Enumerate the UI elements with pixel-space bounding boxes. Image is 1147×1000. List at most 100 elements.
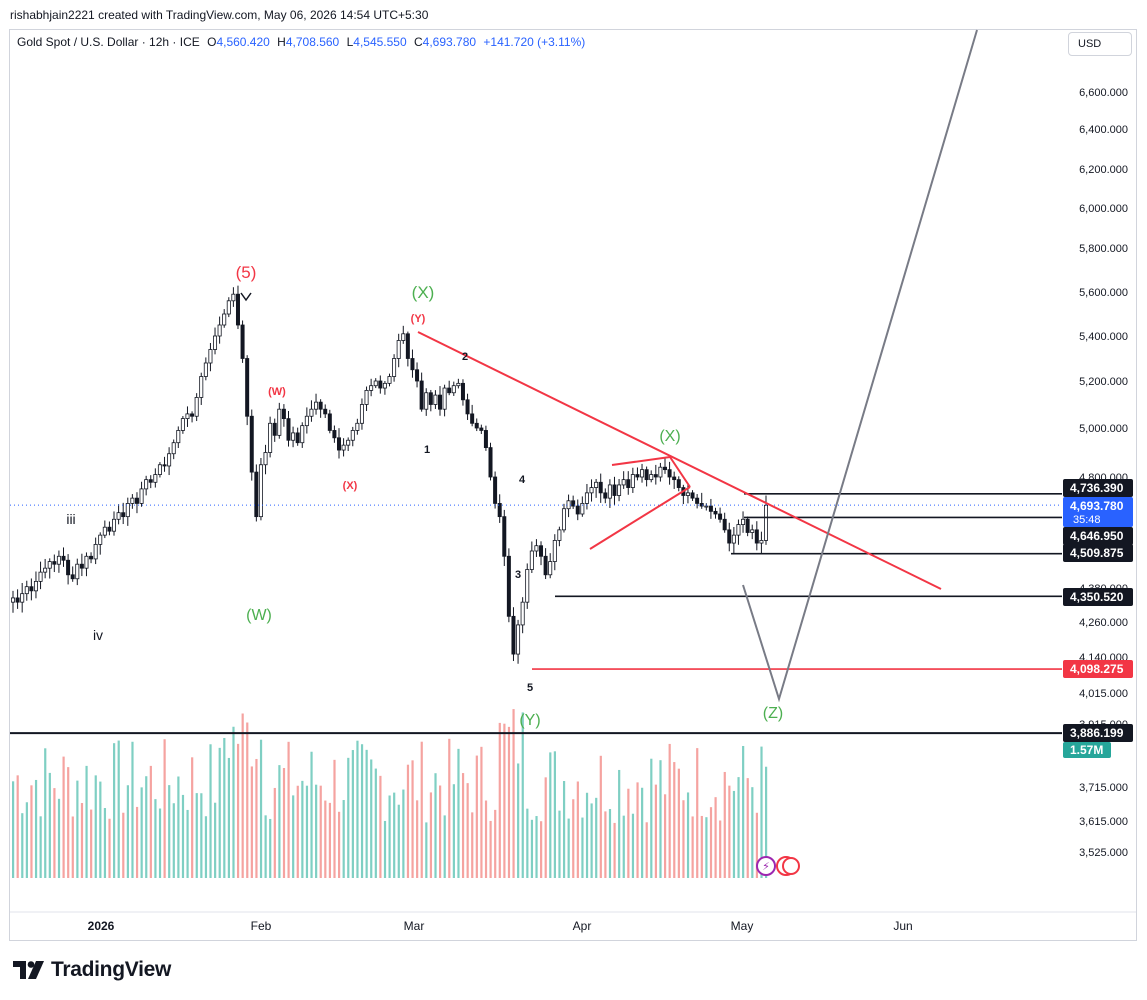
- candle-body: [295, 432, 300, 444]
- symbol-name[interactable]: Gold Spot / U.S. Dollar · 12h · ICE: [17, 35, 200, 49]
- volume-bar: [613, 822, 616, 878]
- volume-bar: [140, 787, 143, 878]
- candle-body: [465, 399, 470, 415]
- volume-bar: [328, 802, 332, 878]
- chart-frame: [9, 29, 1137, 941]
- lightning-icon: ⚡: [762, 860, 770, 873]
- price-tag-countdown: 35:48: [1073, 514, 1101, 526]
- high-label: H: [277, 35, 286, 49]
- volume-bar: [709, 807, 713, 878]
- volume-bar: [765, 766, 768, 878]
- wave-label: 1: [424, 444, 430, 456]
- y-tick-label: 5,400.000: [1079, 331, 1128, 343]
- candle-body: [497, 503, 502, 518]
- volume-bar: [113, 743, 116, 878]
- volume-bar: [581, 817, 584, 878]
- volume-bar: [535, 816, 538, 878]
- wave-label: (W): [246, 607, 272, 624]
- candle-body: [754, 529, 759, 544]
- candle-body: [649, 474, 654, 481]
- volume-bar: [342, 800, 345, 878]
- candle-body: [148, 479, 153, 483]
- candle-body: [708, 505, 713, 512]
- volume-bar: [540, 821, 543, 878]
- candle-body: [226, 300, 231, 315]
- candle-body: [364, 389, 369, 405]
- candle-body: [401, 333, 406, 341]
- volume-bar: [452, 784, 455, 878]
- candle-body: [359, 404, 364, 424]
- y-tick-label: 3,615.000: [1079, 816, 1128, 828]
- price-tag-label: 4,509.875: [1070, 546, 1124, 560]
- x-tick-label: May: [731, 919, 754, 933]
- volume-bar: [636, 782, 639, 878]
- candle-body: [630, 474, 635, 488]
- volume-bar: [443, 815, 446, 878]
- candle-body: [750, 529, 755, 533]
- candle-body: [89, 555, 94, 560]
- candle-body: [47, 561, 52, 569]
- price-tag-bg: [1063, 660, 1133, 678]
- candle-body: [314, 401, 319, 410]
- volume-bar: [172, 803, 175, 878]
- volume-bar: [663, 794, 667, 878]
- volume-bar: [21, 813, 24, 878]
- candle-body: [102, 526, 107, 536]
- candle-body: [387, 376, 392, 384]
- wave-label: (X): [659, 428, 680, 445]
- candle-body: [258, 464, 263, 518]
- volume-bar: [530, 819, 534, 878]
- volume-bar: [705, 817, 708, 878]
- candle-body: [603, 492, 608, 499]
- candle-body: [350, 430, 355, 441]
- wave-label: 4: [519, 474, 526, 486]
- volume-bar: [214, 802, 217, 878]
- candle-body: [70, 574, 75, 580]
- candle-body: [764, 504, 769, 541]
- volume-bar: [337, 811, 341, 878]
- candle-body: [323, 408, 328, 415]
- candle-body: [291, 432, 296, 441]
- volume-bar: [627, 788, 630, 878]
- candle-body: [612, 484, 617, 496]
- volume-bar: [397, 804, 400, 878]
- brand-name: TradingView: [51, 958, 172, 981]
- volume-bar: [475, 755, 478, 878]
- candle-body: [575, 505, 580, 515]
- price-chart[interactable]: 6,600.000 6,400.000 6,200.000 6,000.000 5,80…: [0, 0, 1147, 950]
- candle-body: [112, 518, 117, 532]
- candle-body: [685, 492, 690, 496]
- candle-body: [268, 422, 273, 453]
- volume-bar: [282, 768, 286, 878]
- volume-bar: [301, 780, 304, 878]
- candle-body: [378, 380, 383, 389]
- candle-body: [447, 387, 452, 394]
- volume-bar: [76, 780, 79, 878]
- candle-body: [460, 382, 465, 401]
- volume-bar: [103, 808, 107, 878]
- volume-bar: [686, 792, 690, 878]
- volume-bar: [356, 740, 359, 878]
- volume-bar: [507, 726, 511, 878]
- tradingview-logo[interactable]: TradingView: [12, 958, 171, 982]
- candle-body: [731, 534, 736, 544]
- volume-bar: [374, 768, 377, 878]
- volume-bar: [719, 820, 722, 878]
- volume-bar: [420, 741, 423, 878]
- candle-body: [38, 571, 43, 582]
- candle-body: [75, 563, 80, 580]
- y-tick-label: 3,525.000: [1079, 847, 1128, 859]
- volume-bar: [746, 778, 749, 878]
- volume-bar: [471, 812, 474, 878]
- candle-body: [190, 413, 195, 417]
- candle-body: [539, 545, 544, 557]
- volume-bar: [585, 792, 589, 878]
- volume-bar: [370, 759, 373, 878]
- currency-button[interactable]: USD: [1068, 32, 1132, 56]
- tradingview-logo-icon: [13, 961, 44, 979]
- volume-bar: [406, 764, 410, 878]
- volume-bar: [737, 777, 740, 878]
- y-tick-label: 4,015.000: [1079, 688, 1128, 700]
- volume-bar: [191, 757, 194, 878]
- candle-body: [736, 524, 741, 536]
